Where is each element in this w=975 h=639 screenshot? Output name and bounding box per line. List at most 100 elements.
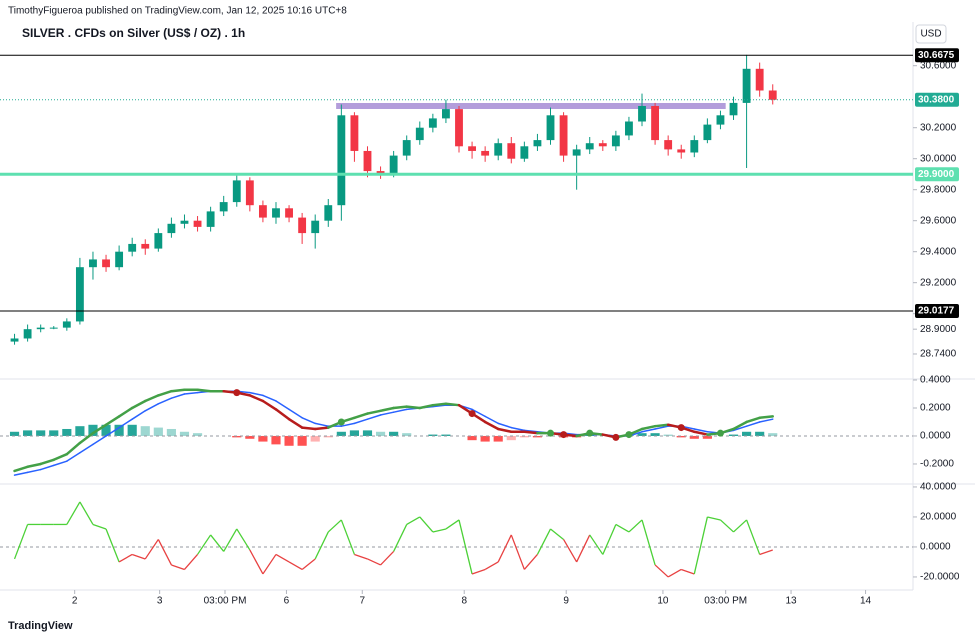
oscillator-line — [693, 516, 709, 575]
candle-body — [376, 171, 385, 175]
histogram-bar — [441, 434, 451, 436]
candle-body — [716, 115, 725, 125]
histogram-bar — [9, 431, 20, 436]
y-tick-label: 29.2000 — [920, 277, 957, 288]
y-tick-label: 40.0000 — [920, 482, 957, 493]
macd-line — [157, 389, 173, 397]
candle-body — [559, 115, 568, 156]
y-tick-label: 20.0000 — [920, 512, 957, 523]
macd-line — [65, 441, 82, 456]
histogram-bar — [258, 435, 268, 442]
oscillator-line — [354, 553, 368, 560]
candle-body — [75, 267, 84, 322]
x-tick-label: 6 — [284, 596, 290, 607]
oscillator-line — [707, 516, 721, 521]
oscillator-line — [118, 553, 133, 563]
candle-body — [598, 143, 607, 147]
y-tick-label: 0.2000 — [920, 403, 951, 414]
macd-line — [117, 406, 134, 418]
cross-dot — [677, 424, 685, 432]
histogram-bar — [637, 433, 647, 436]
oscillator-line — [393, 524, 408, 552]
signal-line — [510, 426, 526, 432]
oscillator-line — [406, 516, 421, 526]
macd-line — [379, 406, 395, 413]
candle-body — [89, 259, 97, 268]
y-tick-label: 30.2000 — [920, 122, 957, 133]
candle-body — [638, 106, 646, 122]
oscillator-line — [484, 561, 499, 571]
oscillator-line — [13, 524, 29, 560]
histogram-bar — [310, 435, 320, 442]
histogram-bar — [506, 435, 516, 441]
oscillator-line — [419, 516, 434, 533]
price-label-box — [915, 167, 959, 182]
macd-line — [287, 417, 304, 429]
signal-line — [53, 460, 68, 467]
candle-body — [428, 118, 437, 128]
x-tick-label: 8 — [461, 596, 467, 607]
x-tick-label: 10 — [657, 596, 669, 607]
histogram-bar — [75, 426, 85, 436]
oscillator-line — [681, 568, 695, 575]
oscillator-line — [236, 528, 251, 551]
y-tick-label: 30.0000 — [920, 153, 957, 164]
candle-body — [62, 321, 71, 328]
cross-dot — [560, 431, 568, 439]
histogram-bar — [284, 435, 294, 446]
candle-body — [285, 208, 293, 218]
candle-body — [481, 150, 490, 156]
histogram-bar — [768, 433, 778, 436]
candle-body — [350, 115, 359, 151]
histogram-bar — [166, 428, 176, 436]
macd-line — [170, 388, 186, 393]
oscillator-line — [589, 534, 604, 555]
candle-body — [232, 180, 241, 203]
macd-line — [196, 388, 212, 393]
macd-line — [405, 405, 422, 410]
oscillator-line — [432, 528, 447, 533]
cross-dot — [716, 429, 724, 437]
signal-line — [13, 471, 29, 476]
signal-line — [353, 418, 369, 425]
macd-line — [300, 426, 317, 431]
signal-line — [262, 394, 277, 402]
oscillator-line — [733, 519, 748, 533]
candle-body — [389, 155, 398, 175]
candle-body — [141, 243, 150, 249]
candle-body — [572, 149, 581, 156]
histogram-bar — [702, 435, 712, 439]
histogram-bar — [389, 431, 399, 436]
macd-line — [313, 426, 330, 431]
y-tick-label: 0.0000 — [920, 431, 951, 442]
signal-line — [392, 408, 408, 413]
signal-line — [288, 408, 303, 419]
signal-line — [144, 403, 160, 412]
signal-line — [366, 414, 382, 420]
macd-line — [693, 430, 709, 436]
candle-body — [258, 205, 267, 218]
signal-line — [745, 421, 761, 427]
oscillator-line — [275, 553, 290, 563]
candle-body — [311, 220, 320, 234]
histogram-bar — [49, 430, 59, 436]
histogram-bar — [689, 435, 699, 439]
candle-body — [507, 143, 516, 159]
histogram-bar — [742, 431, 752, 436]
candle-body — [520, 146, 529, 159]
price-label: 30.6675 — [918, 50, 955, 61]
macd-line — [640, 424, 657, 431]
x-tick-label: 7 — [359, 596, 365, 607]
oscillator-line — [223, 528, 238, 552]
oscillator-line — [301, 558, 316, 570]
oscillator-line — [641, 519, 656, 566]
price-label-box — [915, 48, 959, 63]
signal-line — [693, 428, 709, 433]
macd-line — [26, 462, 42, 469]
candle-body — [298, 217, 307, 234]
candle-body — [337, 115, 346, 206]
macd-line — [392, 405, 408, 410]
signal-line — [26, 468, 42, 474]
candle-body — [690, 140, 699, 153]
macd-line — [78, 431, 95, 445]
